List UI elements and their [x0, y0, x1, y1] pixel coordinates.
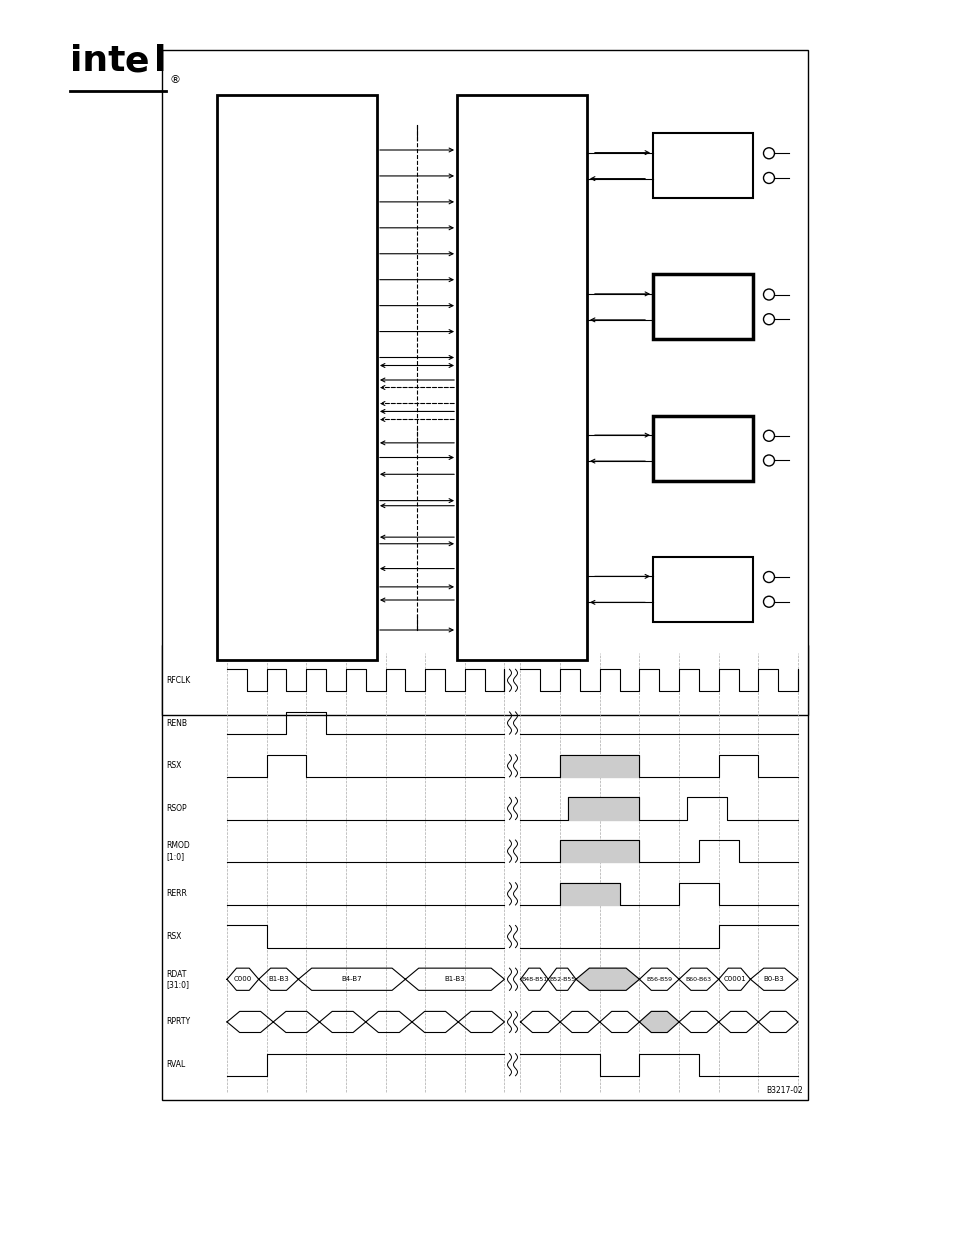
Text: C000: C000	[233, 976, 252, 982]
Text: C0001: C0001	[722, 976, 745, 982]
Polygon shape	[576, 968, 639, 990]
Bar	[652, 133, 752, 198]
Text: ®: ®	[169, 75, 180, 85]
Text: RSOP: RSOP	[166, 804, 187, 813]
Bar	[652, 557, 752, 622]
Text: B4-B7: B4-B7	[341, 976, 362, 982]
Text: B3217-02: B3217-02	[765, 1086, 802, 1095]
Text: int: int	[70, 44, 125, 78]
Text: RENB: RENB	[166, 719, 187, 727]
Text: RDAT
[31:0]: RDAT [31:0]	[166, 969, 189, 989]
Text: B0-B3: B0-B3	[763, 976, 783, 982]
Text: RPRTY: RPRTY	[166, 1018, 190, 1026]
Text: RSX: RSX	[166, 761, 181, 771]
Bar	[162, 49, 807, 715]
Text: B48-B51: B48-B51	[520, 977, 547, 982]
Text: B60-B63: B60-B63	[685, 977, 711, 982]
Text: B1-B3: B1-B3	[444, 976, 465, 982]
Text: l: l	[153, 44, 166, 78]
Text: RERR: RERR	[166, 889, 187, 898]
Bar	[652, 274, 752, 340]
Text: RMOD
[1:0]: RMOD [1:0]	[166, 841, 190, 861]
Text: RSX: RSX	[166, 932, 181, 941]
Polygon shape	[639, 1011, 679, 1032]
Text: RVAL: RVAL	[166, 1060, 185, 1070]
Text: RFCLK: RFCLK	[166, 676, 190, 685]
Text: B1-B3: B1-B3	[268, 976, 289, 982]
Text: B52-B55: B52-B55	[549, 977, 575, 982]
Bar	[456, 95, 586, 659]
Bar	[162, 645, 807, 1100]
Text: e: e	[125, 44, 149, 78]
Bar	[216, 95, 376, 659]
Text: B56-B59: B56-B59	[645, 977, 672, 982]
Bar	[652, 416, 752, 480]
